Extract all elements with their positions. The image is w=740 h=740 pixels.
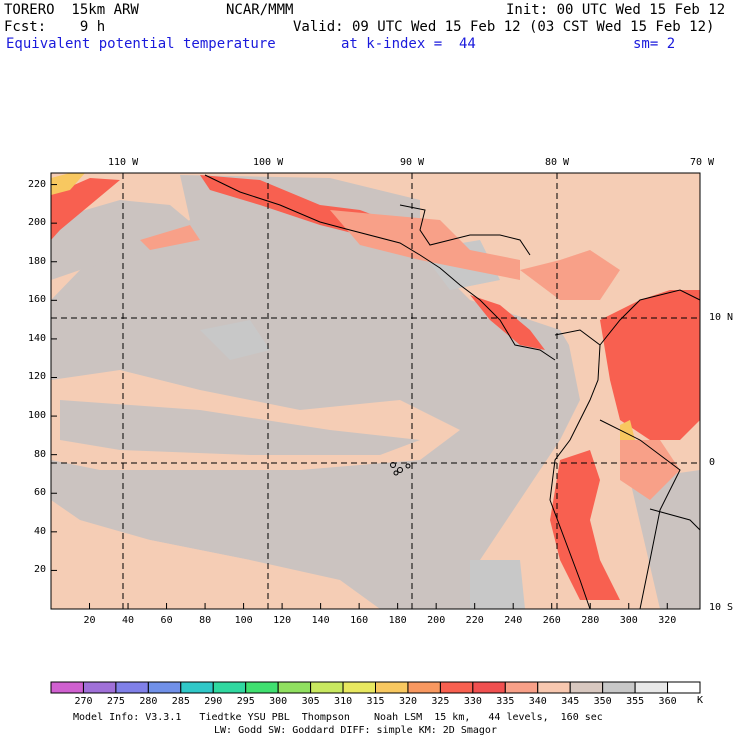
lon-label: 70 W — [690, 157, 715, 168]
axis-ticks — [51, 184, 668, 609]
colorbar-label: 345 — [561, 696, 580, 707]
colorbar-label: 340 — [528, 696, 547, 707]
y-tick-label: 140 — [28, 332, 47, 344]
x-tick-label: 320 — [658, 615, 677, 626]
colorbar-label: 360 — [658, 696, 677, 707]
x-tick-label: 300 — [619, 615, 638, 626]
colorbar-label: 320 — [398, 696, 417, 707]
x-tick-label: 140 — [311, 615, 330, 626]
x-tick-label: 20 — [83, 615, 96, 626]
y-tick-label: 20 — [34, 564, 47, 576]
y-tick-label: 80 — [34, 448, 47, 460]
lon-label: 110 W — [108, 157, 139, 168]
y-tick-label: 100 — [28, 410, 47, 422]
lon-label: 100 W — [253, 157, 284, 168]
x-tick-label: 260 — [542, 615, 561, 626]
x-tick-label: 220 — [465, 615, 484, 626]
colorbar-label: 305 — [301, 696, 320, 707]
graticule — [51, 173, 700, 609]
x-tick-label: 180 — [388, 615, 407, 626]
colorbar-label: 350 — [593, 696, 612, 707]
lon-label: 80 W — [545, 157, 570, 168]
x-tick-label: 200 — [427, 615, 446, 626]
smoothing-label: sm= 2 — [633, 36, 676, 52]
valid-time: Valid: 09 UTC Wed 15 Feb 12 (03 CST Wed … — [293, 19, 715, 35]
coastlines — [204, 174, 701, 610]
colorbar-unit: K — [697, 695, 704, 706]
map-frame — [50, 172, 701, 610]
colorbar-label: 300 — [269, 696, 288, 707]
x-tick-label: 240 — [504, 615, 523, 626]
colorbar-label: 325 — [431, 696, 450, 707]
x-tick-label: 280 — [581, 615, 600, 626]
agency-label: NCAR/MMM — [226, 2, 294, 18]
lat-label: 10 N — [709, 312, 734, 323]
x-tick-label: 120 — [273, 615, 292, 626]
forecast-hour: Fcst: 9 h — [4, 19, 106, 35]
y-tick-label: 60 — [34, 487, 47, 499]
x-tick-label: 60 — [160, 615, 173, 626]
colorbar-label: 315 — [366, 696, 385, 707]
x-tick-label: 80 — [199, 615, 212, 626]
lat-label: 0 — [709, 457, 716, 468]
colorbar-label: 270 — [74, 696, 93, 707]
colorbar-label: 355 — [626, 696, 645, 707]
y-tick-label: 120 — [28, 371, 47, 383]
theta-e-field — [51, 173, 700, 609]
y-tick-label: 180 — [28, 255, 47, 267]
colorbar-label: 335 — [496, 696, 515, 707]
colorbar-label: 275 — [106, 696, 125, 707]
lon-label: 90 W — [400, 157, 425, 168]
colorbar-label: 290 — [204, 696, 223, 707]
colorbar-label: 285 — [171, 696, 190, 707]
init-time: Init: 00 UTC Wed 15 Feb 12 — [506, 2, 726, 18]
y-tick-label: 200 — [28, 217, 47, 229]
colorbar-label: 330 — [463, 696, 482, 707]
level-label: at k-index = 44 — [341, 36, 476, 52]
colorbar-label: 295 — [236, 696, 255, 707]
physics-info: LW: Godd SW: Goddard DIFF: simple KM: 2D… — [214, 725, 497, 736]
x-tick-label: 40 — [122, 615, 135, 626]
lat-label: 10 S — [709, 602, 734, 613]
model-name: TORERO 15km ARW — [4, 2, 139, 18]
colorbar-label: 280 — [139, 696, 158, 707]
colorbar-label: 310 — [334, 696, 353, 707]
y-tick-label: 220 — [28, 178, 47, 190]
field-name: Equivalent potential temperature — [6, 36, 276, 52]
x-tick-label: 100 — [234, 615, 253, 626]
model-info: Model Info: V3.3.1 Tiedtke YSU PBL Thomp… — [73, 712, 603, 723]
y-tick-label: 160 — [28, 294, 47, 306]
x-tick-label: 160 — [350, 615, 369, 626]
y-tick-label: 40 — [34, 525, 47, 537]
